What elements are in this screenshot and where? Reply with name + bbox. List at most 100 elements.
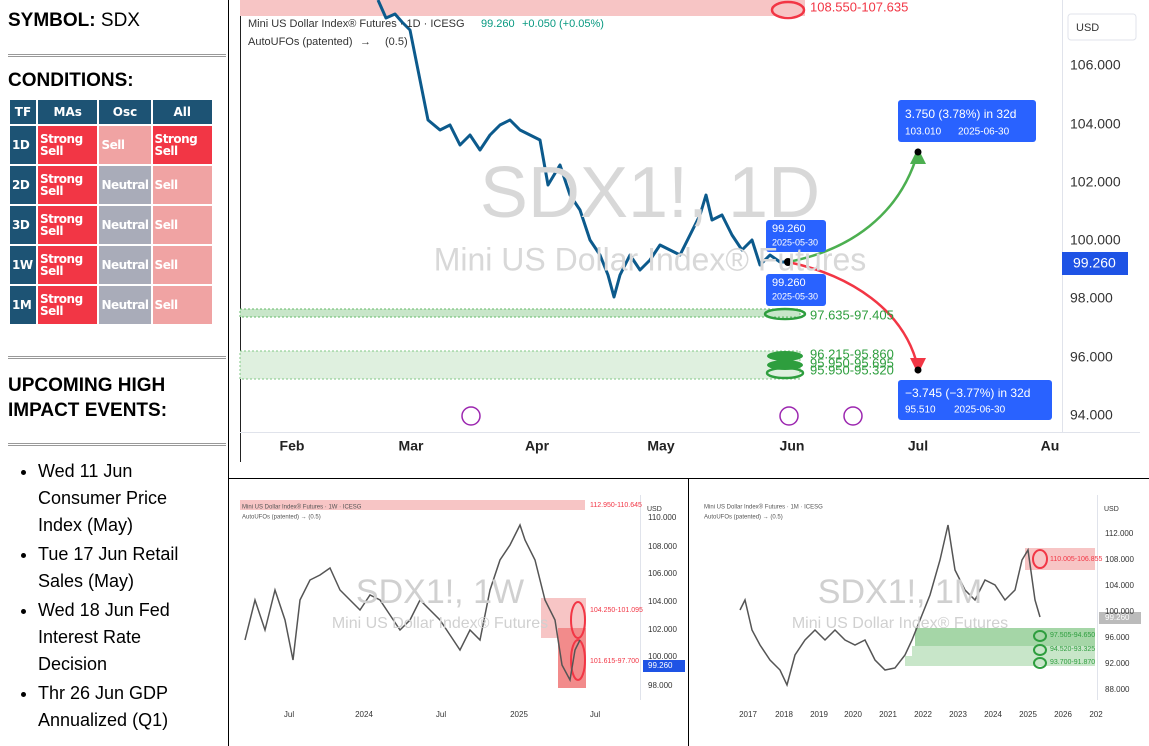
zone-label: 110.005-106.855 — [1050, 556, 1103, 563]
zone-marker — [570, 639, 586, 681]
watermark: Mini US Dollar Index® Futures — [792, 615, 1008, 632]
label: AutoUFOs (patented) → (0.5) — [242, 515, 321, 521]
zone-green — [239, 308, 801, 318]
y-tick-label: 110.000 — [648, 513, 677, 522]
x-tick-label: Mar — [399, 438, 424, 454]
y-tick-label: 88.000 — [1105, 685, 1130, 694]
currency-box — [1067, 13, 1137, 41]
table-row: 1M Strong Sell Neutral Sell — [10, 286, 212, 324]
label: USD — [1076, 22, 1099, 34]
label: Mini US Dollar Index® Futures · 1M · ICE… — [704, 504, 823, 511]
arrow-head — [910, 148, 926, 164]
zone-label: 104.250-101.095 — [590, 607, 643, 614]
x-tick-label: 2024 — [355, 710, 373, 719]
zone-label: 94.520-93.325 — [1050, 646, 1095, 653]
watermark: Mini US Dollar Index® Futures — [332, 615, 548, 632]
price-line — [376, 0, 788, 299]
down-arrow — [787, 260, 920, 369]
zone-red — [240, 0, 805, 16]
table-cell: Neutral — [99, 206, 151, 244]
x-tick-label: Jul — [284, 710, 294, 719]
symbol-label: SYMBOL: — [8, 10, 96, 31]
zone-red — [240, 500, 585, 510]
table-cell: 3D — [10, 206, 36, 244]
x-tick-label: Jul — [436, 710, 446, 719]
y-tick-label: 96.000 — [1070, 349, 1113, 365]
up-arrow — [787, 151, 920, 264]
callout — [766, 220, 826, 252]
table-cell: Sell — [152, 206, 212, 244]
table-cell: Sell — [152, 286, 212, 324]
table-cell: 1W — [10, 246, 36, 284]
label: 99.260 — [772, 277, 806, 289]
table-cell: 1D — [10, 126, 36, 164]
zone-label: 112.950-110.645 — [590, 502, 642, 509]
label: 2025-05-30 — [772, 237, 818, 247]
arrow-head — [910, 358, 926, 374]
zone-marker — [570, 601, 586, 639]
zone-marker — [767, 351, 803, 361]
price-box — [1099, 612, 1141, 624]
zone-marker — [765, 366, 805, 380]
table-cell: Sell — [152, 166, 212, 204]
watermark: Mini US Dollar Index® Futures — [434, 241, 867, 277]
table-cell: Strong Sell — [38, 246, 98, 284]
label: −3.745 (−3.77%) in 32d — [905, 386, 1030, 400]
y-tick-label: 106.000 — [1070, 57, 1121, 73]
table-row: 1D Strong Sell Sell Strong Sell — [10, 126, 212, 164]
event-item: Wed 18 Jun Fed Interest Rate Decision — [38, 597, 208, 678]
zone-marker — [770, 0, 806, 20]
table-cell: 2D — [10, 166, 36, 204]
event-icon — [461, 406, 481, 426]
x-tick-label: Jul — [590, 710, 600, 719]
y-tick-label: 102.000 — [648, 625, 677, 634]
price-line — [244, 523, 581, 683]
sidebar: SYMBOL: SDX CONDITIONS: TF MAs Osc All 1D Str… — [0, 0, 228, 746]
label: USD — [1104, 506, 1119, 513]
label: 2025-06-30 — [958, 127, 1010, 138]
x-tick-label: 2017 — [739, 710, 757, 719]
x-tick-label: 2024 — [984, 710, 1002, 719]
y-tick-label: 94.000 — [1070, 407, 1113, 423]
table-row: 3D Strong Sell Neutral Sell — [10, 206, 212, 244]
x-tick-label: Jun — [780, 438, 805, 454]
y-tick-label: 96.000 — [1105, 633, 1130, 642]
y-tick-label: 92.000 — [1105, 659, 1130, 668]
y-tick-label: 108.000 — [1105, 555, 1134, 564]
separator — [8, 443, 226, 446]
callout — [898, 380, 1052, 420]
table-cell: Strong Sell — [38, 206, 98, 244]
label: 2025-06-30 — [954, 405, 1006, 416]
y-tick-label: 100.000 — [648, 652, 677, 661]
x-tick-label: 2020 — [844, 710, 862, 719]
label: AutoUFOs (patented) → (0.5) — [704, 515, 783, 521]
y-tick-label: 100.000 — [1070, 232, 1121, 248]
price-box — [643, 660, 685, 672]
point — [914, 366, 922, 374]
y-tick-label: 104.000 — [1105, 581, 1134, 590]
table-cell: 1M — [10, 286, 36, 324]
header-cell: TF — [10, 100, 36, 124]
y-tick-label: 100.000 — [1105, 607, 1134, 616]
label: AutoUFOs (patented) — [248, 36, 353, 48]
table-row: 1W Strong Sell Neutral Sell — [10, 246, 212, 284]
x-tick-label: Jul — [908, 438, 928, 454]
zone-marker — [763, 307, 807, 321]
x-tick-label: 2021 — [879, 710, 897, 719]
header-cell: All — [152, 100, 212, 124]
table-cell: Sell — [152, 246, 212, 284]
x-tick-label: 2022 — [914, 710, 932, 719]
separator — [8, 54, 226, 57]
symbol-line: SYMBOL: SDX — [8, 10, 140, 32]
table-cell: Strong Sell — [152, 126, 212, 164]
y-tick-label: 102.000 — [1070, 174, 1121, 190]
zone-marker — [1033, 657, 1047, 669]
event-item: Tue 17 Jun Retail Sales (May) — [38, 541, 208, 595]
event-icon — [843, 406, 863, 426]
x-tick-label: 2025 — [1019, 710, 1037, 719]
price: 99.260 — [481, 18, 515, 30]
watermark: SDX1!, 1W — [356, 573, 524, 611]
zone-marker — [1032, 549, 1048, 569]
label: USD — [647, 506, 662, 513]
price-box — [1062, 252, 1128, 275]
